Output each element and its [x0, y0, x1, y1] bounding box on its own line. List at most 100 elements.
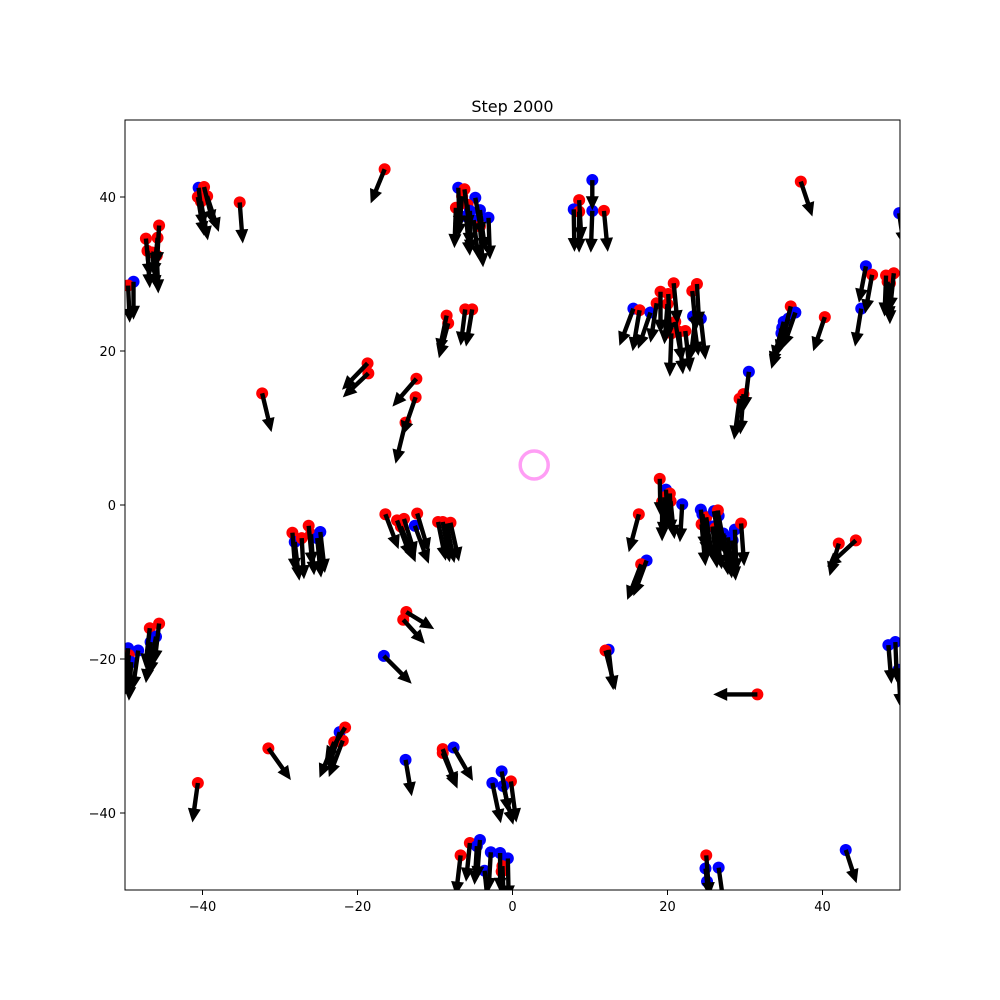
velocity-arrow	[316, 531, 330, 573]
velocity-arrow	[392, 422, 408, 464]
velocity-arrow	[392, 377, 419, 407]
velocity-arrow	[646, 302, 659, 343]
velocity-arrow	[685, 317, 699, 359]
velocity-arrow	[674, 504, 688, 543]
agent-point	[586, 174, 599, 187]
plot-area	[125, 120, 900, 890]
agent-point	[712, 861, 725, 874]
y-tick-label: −40	[89, 807, 116, 822]
agent-point	[191, 776, 204, 789]
agent-point	[233, 196, 246, 209]
velocity-arrow	[475, 226, 489, 268]
agent-point	[866, 268, 879, 281]
plot-marks	[125, 163, 900, 890]
agent-point	[676, 498, 689, 511]
velocity-arrow	[401, 618, 425, 644]
velocity-arrow	[798, 180, 815, 217]
velocity-arrow	[205, 195, 221, 232]
velocity-arrow	[440, 521, 454, 563]
velocity-arrow	[663, 333, 677, 377]
x-tick-label: 0	[508, 900, 516, 915]
velocity-arrow	[501, 858, 515, 890]
velocity-arrow	[659, 303, 672, 345]
x-tick-label: 40	[814, 900, 831, 915]
velocity-arrow	[125, 285, 136, 323]
velocity-arrow	[811, 316, 827, 352]
velocity-arrow	[325, 726, 347, 761]
x-tick-label: −20	[344, 900, 371, 915]
velocity-arrow	[415, 512, 431, 553]
velocity-arrow	[632, 559, 649, 597]
velocity-arrow	[370, 168, 387, 204]
velocity-arrow	[626, 513, 641, 553]
velocity-arrow	[490, 782, 505, 824]
velocity-arrow	[451, 855, 464, 890]
velocity-arrow	[729, 398, 743, 440]
velocity-arrow	[198, 201, 212, 241]
velocity-arrow	[235, 202, 249, 244]
x-tick-label: −40	[189, 900, 216, 915]
velocity-arrow	[412, 525, 431, 564]
velocity-arrow	[435, 315, 449, 353]
velocity-arrow	[327, 739, 345, 777]
velocity-arrow	[141, 641, 154, 684]
velocity-arrow	[125, 661, 137, 701]
velocity-arrow	[600, 210, 613, 252]
velocity-arrow	[342, 371, 370, 398]
agent-point	[469, 191, 482, 204]
velocity-arrow	[736, 523, 750, 567]
velocity-arrow	[713, 527, 727, 570]
velocity-arrow	[572, 211, 586, 253]
velocity-arrow	[383, 513, 400, 550]
velocity-arrow	[585, 180, 599, 211]
velocity-arrow	[697, 318, 711, 360]
velocity-arrow	[843, 849, 859, 884]
velocity-arrow	[482, 870, 489, 890]
velocity-arrow	[151, 255, 165, 294]
agent-point	[573, 194, 586, 207]
axis-ticks: −40 −20 0 20 40 −40 −20 0 20 40	[89, 191, 831, 915]
velocity-arrow	[827, 538, 858, 567]
velocity-arrow	[187, 782, 201, 823]
velocity-arrow	[342, 361, 370, 390]
agent-point	[887, 267, 900, 280]
agent-point	[314, 525, 327, 538]
velocity-arrow	[861, 274, 875, 314]
velocity-arrow	[461, 309, 475, 347]
velocity-arrow	[448, 207, 462, 249]
velocity-arrow	[618, 307, 636, 346]
velocity-arrow	[850, 308, 864, 347]
y-tick-label: −20	[89, 653, 116, 668]
target-ring	[518, 449, 550, 481]
chart-title: Step 2000	[471, 97, 553, 116]
velocity-arrow	[584, 210, 598, 253]
velocity-arrow	[704, 881, 711, 890]
velocity-arrow	[440, 752, 459, 789]
velocity-arrow	[260, 392, 275, 433]
velocity-arrow	[501, 785, 516, 825]
velocity-arrow	[669, 283, 683, 325]
agent-point	[597, 204, 610, 217]
velocity-arrow	[701, 855, 715, 890]
velocity-arrow	[483, 217, 496, 260]
velocity-arrow	[603, 650, 619, 691]
velocity-arrow	[882, 281, 896, 321]
velocity-arrow	[403, 759, 416, 797]
velocity-arrow	[716, 867, 724, 890]
velocity-arrow	[655, 501, 669, 542]
velocity-arrow	[728, 540, 742, 581]
velocity-arrow	[451, 746, 473, 781]
velocity-arrow	[895, 213, 900, 240]
agent-point	[653, 472, 666, 485]
agent-point	[859, 260, 872, 273]
velocity-arrow	[468, 846, 482, 885]
x-tick-label: 20	[659, 900, 676, 915]
velocity-arrow	[626, 563, 644, 600]
velocity-arrow	[405, 610, 435, 630]
velocity-arrow	[382, 654, 412, 684]
y-tick-label: 40	[99, 191, 116, 206]
velocity-arrow	[636, 311, 653, 349]
velocity-arrow	[499, 871, 505, 890]
agent-point	[742, 365, 755, 378]
y-tick-label: 20	[99, 345, 116, 360]
